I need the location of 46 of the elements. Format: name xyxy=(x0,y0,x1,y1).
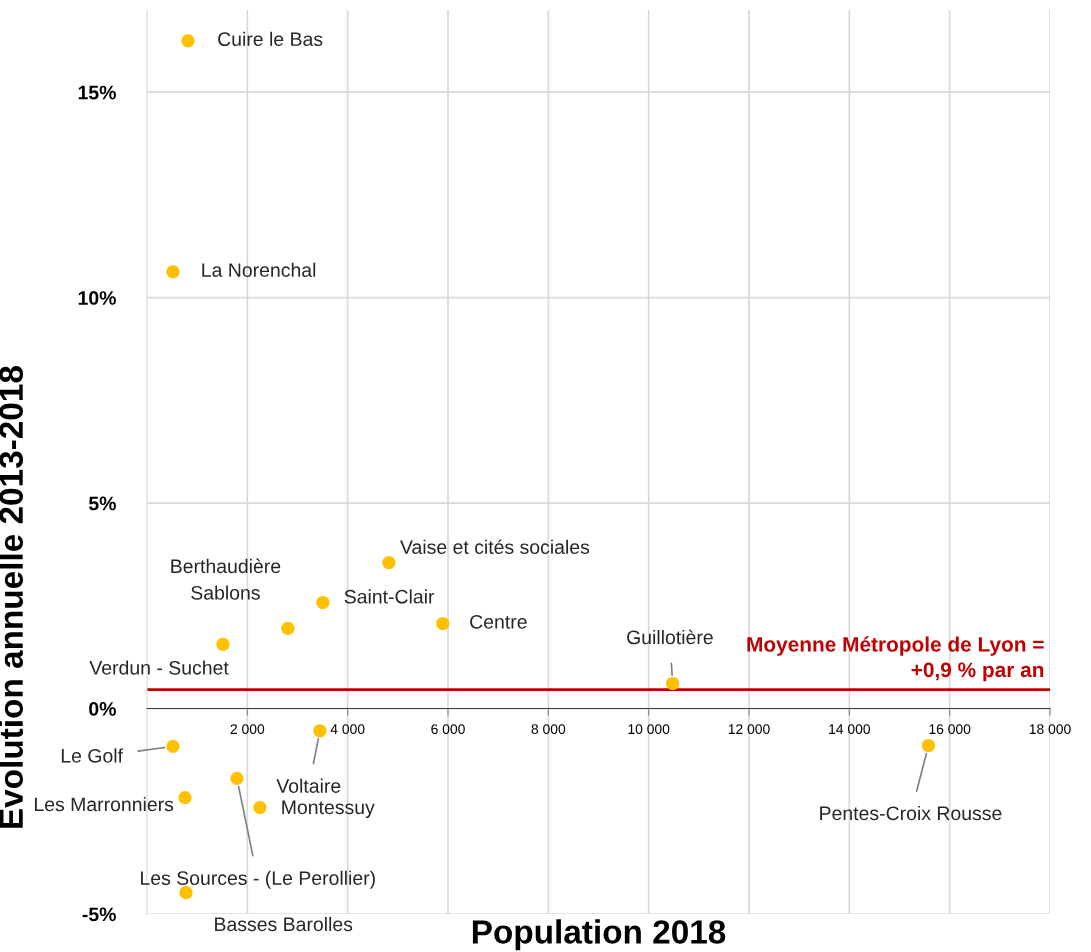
annotation: Centre xyxy=(470,614,527,629)
annotation: Verdun - Suchet xyxy=(89,660,229,675)
y-tick-label: 10% xyxy=(78,291,116,305)
point xyxy=(316,595,330,610)
point xyxy=(181,34,195,48)
x-axis-title: Population 2018 xyxy=(472,919,726,951)
x-tick-label: 4 000 xyxy=(330,724,365,735)
x-tick-label: 16 000 xyxy=(929,724,971,735)
annotation: Voltaire xyxy=(276,778,341,793)
annotation: Basses Barolles xyxy=(215,916,353,932)
point xyxy=(313,724,327,738)
point xyxy=(253,800,267,815)
point xyxy=(178,791,192,805)
point xyxy=(230,771,244,785)
y-tick-label: 0% xyxy=(89,702,116,716)
ref-line-label: Moyenne Métropole de Lyon = +0,9 % par an xyxy=(747,636,1044,682)
y-tick-label: -5% xyxy=(82,907,116,922)
point xyxy=(179,886,193,900)
point xyxy=(281,621,295,636)
x-tick-label: 18 000 xyxy=(1029,724,1071,735)
point xyxy=(436,616,450,631)
annotation: Berthaudière Sablons xyxy=(171,558,281,600)
x-tick-label: 2 000 xyxy=(230,724,265,735)
annotation: Guillotière xyxy=(627,629,713,645)
annotation: Le Golf xyxy=(61,748,124,763)
x-tick-label: 10 000 xyxy=(628,724,670,735)
annotation: Montessuy xyxy=(282,800,375,819)
x-tick-label: 6 000 xyxy=(431,724,465,735)
point xyxy=(166,739,180,753)
annotation: Cuire le Bas xyxy=(218,31,323,47)
annotation: La Norenchal xyxy=(202,262,316,277)
point xyxy=(666,676,680,691)
point xyxy=(921,738,936,753)
annotation: Saint-Clair xyxy=(344,589,435,604)
y-tick-label: 15% xyxy=(78,85,116,100)
y-tick-label: 5% xyxy=(88,496,116,511)
x-tick-label: 12 000 xyxy=(728,724,770,735)
x-tick-label: 8 000 xyxy=(531,724,566,735)
annotation: Pentes-Croix Rousse xyxy=(820,805,1002,821)
annotation: Les Marronniers xyxy=(34,796,174,812)
point xyxy=(216,637,230,652)
x-tick-label: 14 000 xyxy=(829,724,871,735)
annotation: Les Sources - (Le Perollier) xyxy=(141,870,375,889)
point xyxy=(166,265,180,279)
point xyxy=(382,556,396,570)
annotation: Vaise et cités sociales xyxy=(400,539,590,554)
